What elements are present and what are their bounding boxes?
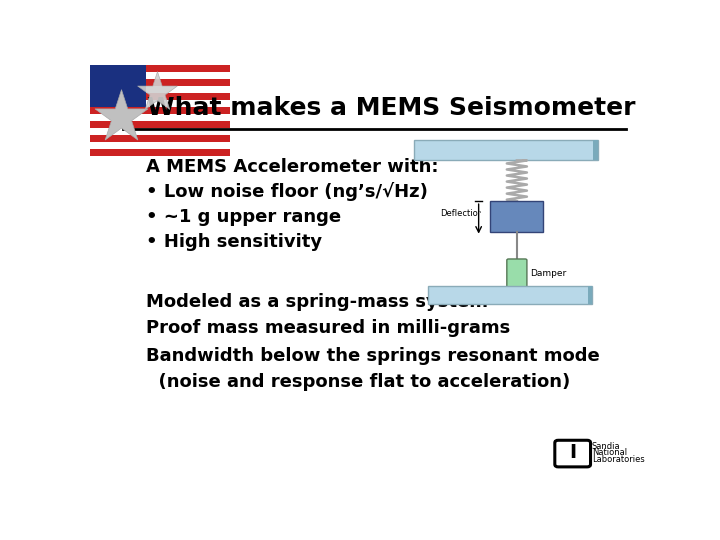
Polygon shape [90,65,145,107]
Text: Bandwidth below the springs resonant mode: Bandwidth below the springs resonant mod… [145,347,600,365]
Text: Proof mass measured in milli-grams: Proof mass measured in milli-grams [145,319,510,336]
FancyBboxPatch shape [555,440,590,467]
FancyBboxPatch shape [490,201,544,232]
Polygon shape [90,100,230,107]
FancyBboxPatch shape [588,286,592,304]
Text: Ӏ: Ӏ [569,443,576,462]
FancyBboxPatch shape [593,140,598,160]
Text: Laboratories: Laboratories [592,455,644,464]
Text: Damper: Damper [530,269,566,278]
Text: A MEMS Accelerometer with:: A MEMS Accelerometer with: [145,158,438,176]
FancyBboxPatch shape [413,140,598,160]
Text: Mass: Mass [505,212,529,222]
Text: • High sensitivity: • High sensitivity [145,233,322,251]
FancyBboxPatch shape [428,286,592,304]
Text: (noise and response flat to acceleration): (noise and response flat to acceleration… [145,373,570,390]
Text: Sandia: Sandia [592,442,620,450]
Text: • Low noise floor (ng’s/√Hz): • Low noise floor (ng’s/√Hz) [145,182,428,201]
Text: Modeled as a spring-mass system: Modeled as a spring-mass system [145,293,488,311]
Point [151,87,163,96]
FancyBboxPatch shape [507,259,527,288]
Point [115,112,127,121]
Polygon shape [90,128,230,135]
Polygon shape [90,114,230,121]
Polygon shape [90,72,230,79]
Text: Deflectioⁿ: Deflectioⁿ [440,209,481,218]
Text: National: National [592,448,627,457]
Text: What makes a MEMS Seismometer: What makes a MEMS Seismometer [147,97,636,120]
Text: • ~1 g upper range: • ~1 g upper range [145,207,341,226]
Polygon shape [90,142,230,149]
Polygon shape [90,65,230,156]
Polygon shape [90,86,230,93]
